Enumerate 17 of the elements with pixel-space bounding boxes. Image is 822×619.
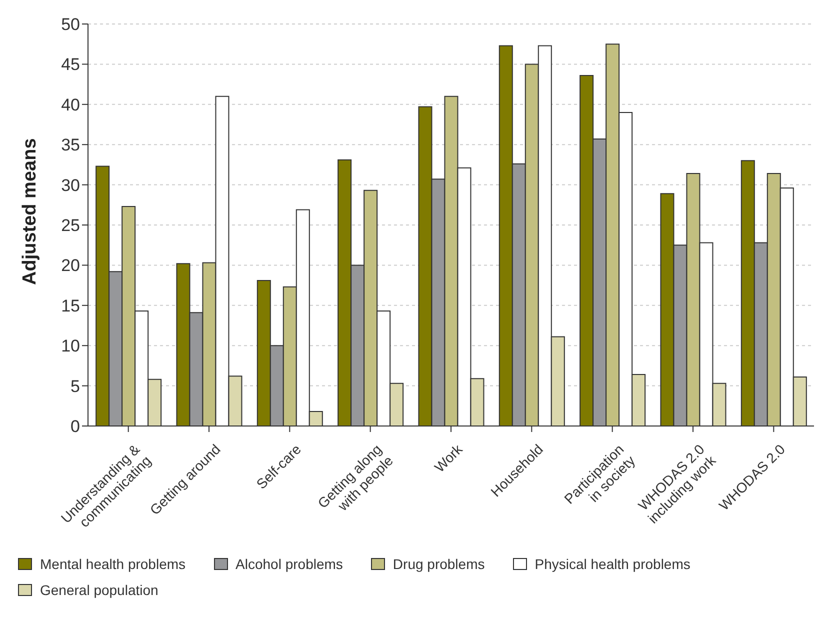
y-tick-label: 15: [61, 296, 80, 316]
y-tick-label: 45: [61, 55, 80, 74]
y-tick-label: 10: [61, 336, 80, 356]
legend-label: Alcohol problems: [236, 556, 343, 572]
legend-label: Mental health problems: [40, 556, 186, 572]
legend-label: General population: [40, 582, 158, 598]
y-tick-label: 5: [70, 376, 80, 396]
y-tick-label: 25: [61, 216, 80, 236]
legend-label: Physical health problems: [534, 556, 690, 572]
y-tick-label: 0: [70, 417, 80, 436]
legend-label: Drug problems: [392, 556, 485, 572]
y-tick-label: 20: [61, 256, 80, 276]
y-tick-label: 40: [61, 95, 80, 114]
y-tick-label: 35: [61, 136, 80, 155]
y-tick-label: 50: [61, 15, 80, 34]
y-axis-title: Adjusted means: [20, 138, 41, 285]
y-tick-label: 30: [61, 176, 80, 195]
